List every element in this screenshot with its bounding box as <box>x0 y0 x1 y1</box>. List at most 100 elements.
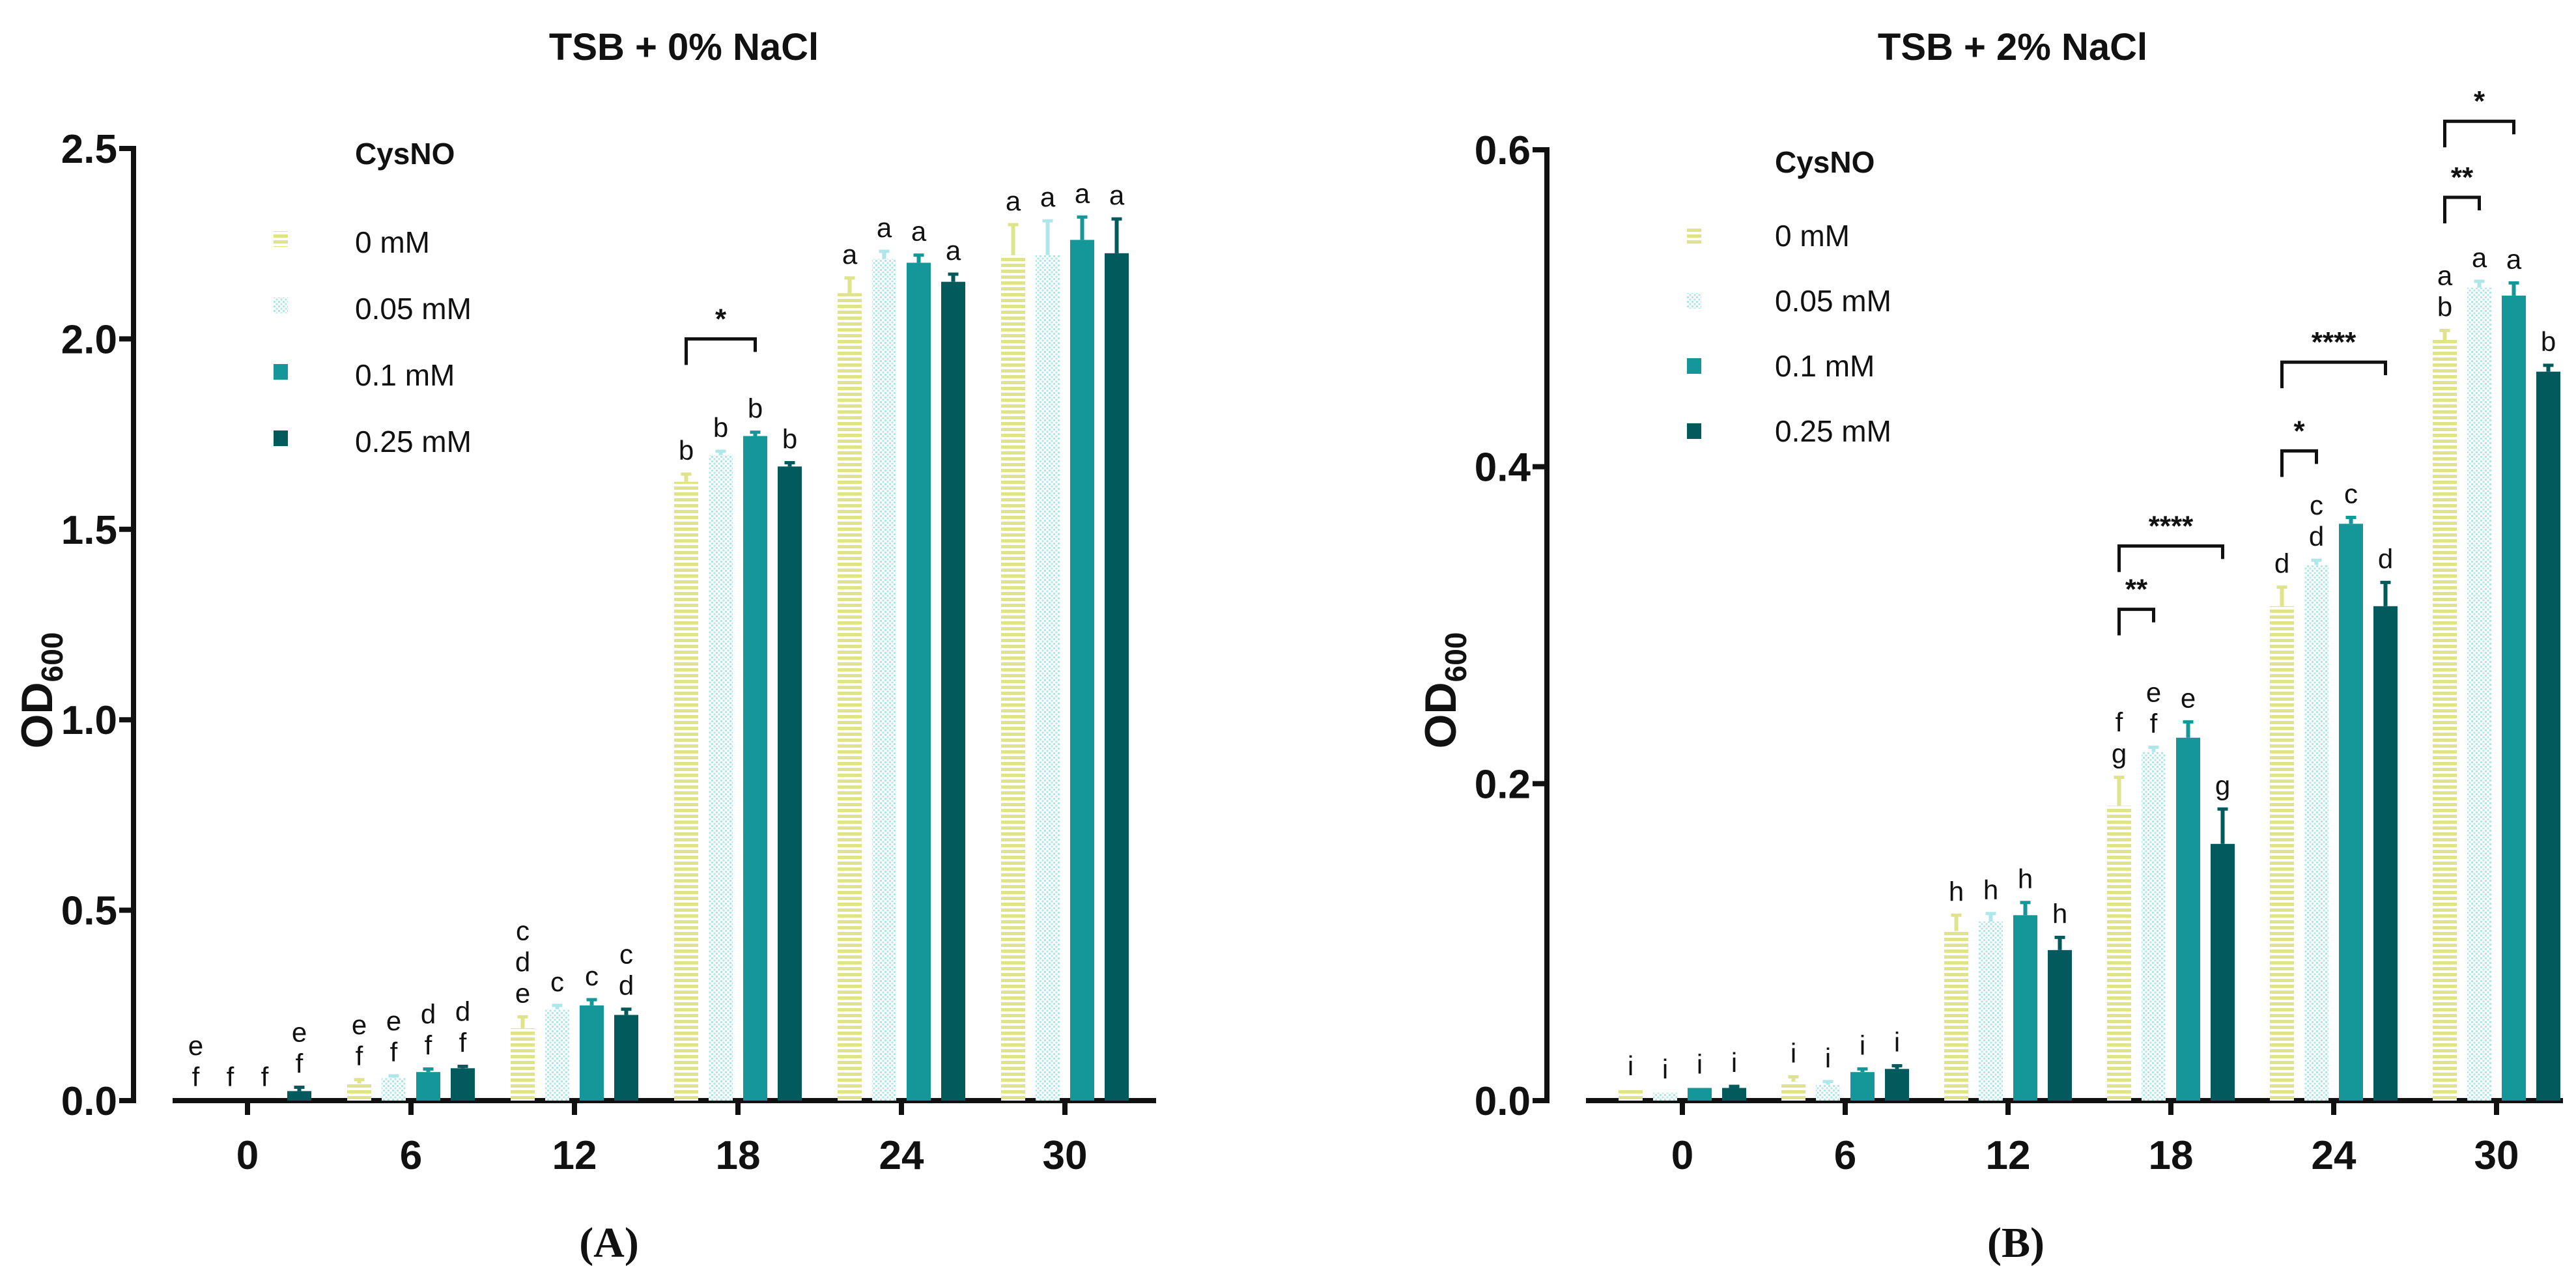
bar <box>451 1068 475 1101</box>
bar <box>1885 1069 1909 1101</box>
bar <box>743 436 767 1101</box>
significance-letter: i <box>1697 1049 1703 1080</box>
legend-title: CysNO <box>355 137 455 171</box>
x-tick-label: 6 <box>400 1133 422 1178</box>
significance-letter: i <box>1894 1026 1900 1057</box>
significance-bracket <box>2117 544 2224 572</box>
bar <box>709 455 733 1101</box>
significance-stars: **** <box>2149 510 2194 542</box>
significance-letter: i <box>1662 1054 1668 1084</box>
bar <box>941 281 965 1101</box>
legend-swatch-025mm <box>274 430 288 446</box>
bar <box>2211 843 2235 1101</box>
significance-letter: c <box>516 915 530 946</box>
legend: CysNO 0 mM 0.05 mM 0.1 mM 0.25 mM <box>1687 145 1891 448</box>
x-tick-label: 18 <box>716 1133 761 1178</box>
significance-letter: i <box>1825 1043 1831 1073</box>
significance-letter: i <box>1860 1030 1865 1060</box>
significance-letter: c <box>2310 490 2323 520</box>
bar <box>511 1028 535 1101</box>
bar <box>1979 922 2003 1101</box>
bar <box>347 1083 371 1101</box>
bar <box>580 1005 604 1101</box>
bar <box>1944 931 1968 1101</box>
y-tick-label: 0.0 <box>1475 1079 1531 1124</box>
significance-letter: f <box>261 1062 269 1092</box>
bar <box>614 1015 638 1101</box>
bar <box>838 293 862 1101</box>
significance-letter: f <box>356 1041 363 1071</box>
bar <box>1105 253 1129 1101</box>
bar <box>778 466 802 1101</box>
significance-letter: c <box>619 939 633 970</box>
significance-stars: ** <box>2125 574 2148 606</box>
significance-bracket <box>2443 195 2481 223</box>
bar <box>1688 1088 1712 1101</box>
significance-letter: e <box>352 1009 367 1040</box>
bar <box>2339 524 2363 1101</box>
legend-swatch-0mm <box>1687 228 1701 244</box>
bar <box>1070 240 1094 1101</box>
significance-stars: * <box>2474 85 2485 117</box>
significance-letter: h <box>2018 864 2033 894</box>
significance-letter: a <box>2437 260 2453 290</box>
significance-stars: **** <box>2312 326 2357 358</box>
legend-label-01mm: 0.1 mM <box>1775 349 1875 383</box>
bar <box>1653 1092 1677 1101</box>
panel-label: (B) <box>1987 1219 2045 1267</box>
legend-title: CysNO <box>1775 145 1875 179</box>
legend-label-005mm: 0.05 mM <box>1775 284 1891 318</box>
legend-label-0mm: 0 mM <box>355 225 430 259</box>
significance-letter: a <box>2506 244 2522 274</box>
x-tick-label: 30 <box>2474 1133 2519 1178</box>
y-tick-label: 1.5 <box>61 508 117 553</box>
x-tick-label: 0 <box>1671 1133 1693 1178</box>
significance-letter: f <box>2116 707 2123 738</box>
legend-label-025mm: 0.25 mM <box>1775 414 1891 448</box>
y-tick-label: 1.0 <box>61 698 117 743</box>
bar <box>1619 1089 1643 1101</box>
significance-letter: f <box>425 1030 432 1060</box>
significance-letter: a <box>1006 186 1021 216</box>
significance-letter: a <box>1075 178 1090 208</box>
bar <box>2176 737 2200 1101</box>
legend-swatch-01mm <box>1687 358 1701 374</box>
bar <box>1036 255 1060 1101</box>
x-tick-label: 12 <box>552 1133 597 1178</box>
bar <box>907 262 931 1101</box>
significance-bracket <box>2280 449 2318 477</box>
significance-letter: e <box>386 1006 401 1036</box>
panel-b: TSB + 2% NaCl OD600 CysNO 0 mM 0.05 mM 0… <box>1416 26 2563 1267</box>
y-tick-label: 0.6 <box>1475 128 1531 173</box>
bar <box>2433 340 2457 1101</box>
significance-letter: f <box>390 1037 398 1067</box>
bar <box>2048 950 2072 1101</box>
bar <box>1781 1081 1805 1101</box>
significance-bracket <box>2280 360 2387 389</box>
bar <box>2502 295 2526 1101</box>
significance-letter: b <box>748 393 763 424</box>
chart-title: TSB + 2% NaCl <box>1878 26 2147 68</box>
legend-swatch-025mm <box>1687 423 1701 439</box>
significance-letter: c <box>585 961 599 991</box>
significance-bracket <box>2443 119 2515 148</box>
significance-letter: i <box>1790 1038 1796 1069</box>
significance-letter: h <box>1983 875 1998 905</box>
significance-letter: d <box>2309 521 2324 552</box>
y-tick-label: 0.5 <box>61 889 117 934</box>
significance-letter: c <box>550 966 564 997</box>
x-tick-label: 0 <box>236 1133 259 1178</box>
x-tick-label: 6 <box>1834 1133 1856 1178</box>
significance-letter: a <box>2472 242 2487 273</box>
significance-letter: h <box>1949 876 1964 907</box>
significance-stars: * <box>715 303 727 335</box>
bar <box>1722 1088 1746 1101</box>
bar <box>1001 255 1025 1101</box>
legend-swatch-0mm <box>274 231 288 247</box>
chart-title: TSB + 0% NaCl <box>549 26 819 68</box>
significance-letter: i <box>1731 1047 1737 1078</box>
significance-letter: f <box>192 1062 200 1092</box>
significance-letter: a <box>1040 182 1056 212</box>
significance-letter: f <box>296 1049 304 1079</box>
